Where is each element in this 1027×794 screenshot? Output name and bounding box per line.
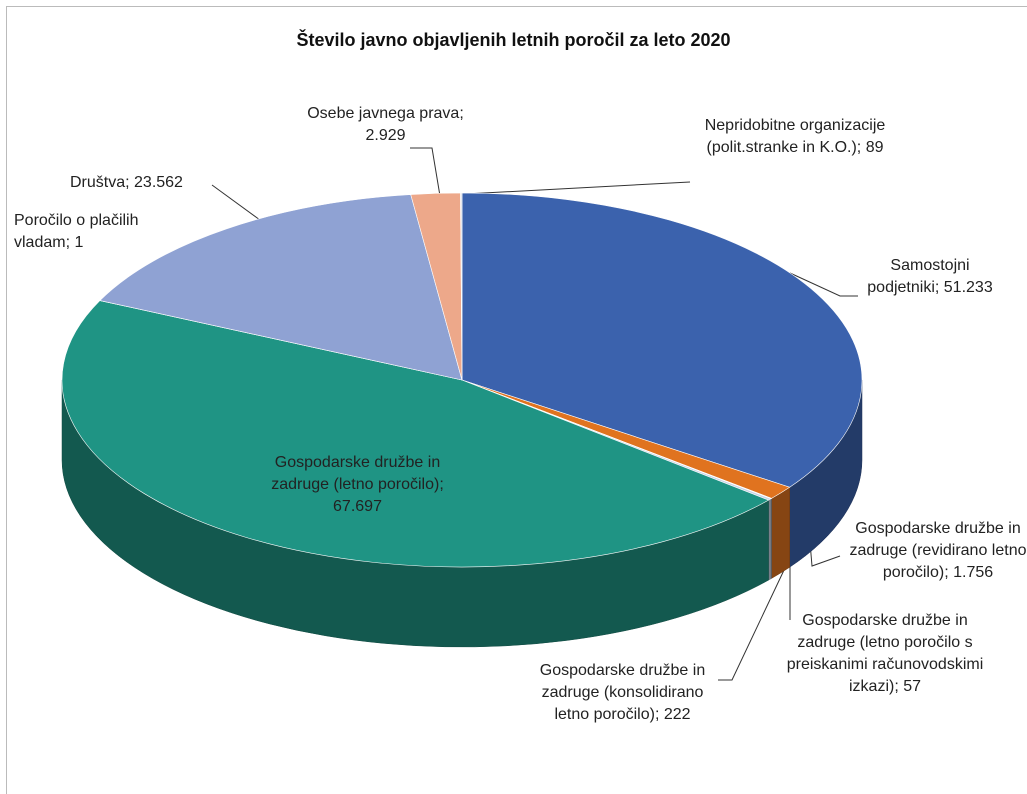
pie-slice [461,192,863,488]
label-separator: ; [439,476,444,493]
label-value: 57 [903,678,922,695]
label-value: 2.929 [365,127,406,144]
data-label: Gospodarske družbe in zadruge (letno por… [785,610,985,698]
data-label: Osebe javnega prava; 2.929 [288,103,483,147]
pie-slice [61,300,770,568]
label-category: Gospodarske družbe in zadruge (letno por… [271,454,441,493]
label-value: 51.233 [943,279,993,296]
label-separator: ; [654,706,664,723]
pie-tops [61,192,863,568]
data-label: Gospodarske družbe in zadruge (konsolidi… [525,660,720,726]
pie-side [771,486,790,579]
label-value: 222 [663,706,691,723]
data-label: Poročilo o plačilih vladam; 1 [14,210,194,254]
chart-title: Število javno objavljenih letnih poročil… [296,30,731,50]
data-label: Samostojni podjetniki; 51.233 [855,255,1005,299]
label-separator: ; [856,139,866,156]
label-value: 1 [74,234,84,251]
pie-slice [99,194,463,381]
label-category: Gospodarske družbe in zadruge (letno por… [786,612,984,695]
label-value: 1.756 [953,564,994,581]
label-category: Osebe javnega prava [307,105,460,122]
label-separator: ; [125,174,135,191]
label-separator: ; [459,105,464,122]
label-value: 89 [865,139,884,156]
label-category: Gospodarske družbe in zadruge (revidiran… [849,520,1027,581]
label-separator: ; [65,234,75,251]
label-separator: ; [894,678,904,695]
pie-side [768,498,772,581]
data-label: Gospodarske družbe in zadruge (letno por… [255,452,460,518]
label-category: Poročilo o plačilih vladam [14,212,139,251]
label-value: 67.697 [333,498,382,515]
data-label: Društva; 23.562 [70,172,270,194]
data-label: Gospodarske družbe in zadruge (revidiran… [838,518,1027,584]
label-separator: ; [934,279,944,296]
label-value: 23.562 [134,174,183,191]
pie-slice [460,192,463,381]
data-label: Nepridobitne organizacije (polit.stranke… [690,115,900,159]
label-category: Gospodarske družbe in zadruge (konsolidi… [539,662,706,723]
label-category: Nepridobitne organizacije (polit.stranke… [704,117,886,156]
label-category: Društva [70,174,126,191]
chart-border [6,6,1027,794]
label-separator: ; [944,564,954,581]
label-category: Samostojni podjetniki [867,257,970,296]
